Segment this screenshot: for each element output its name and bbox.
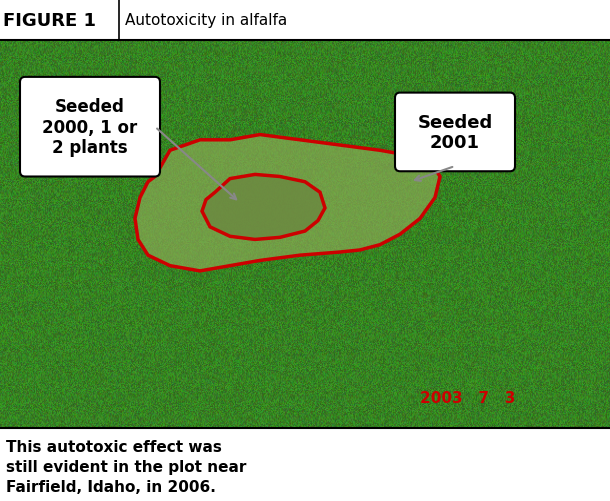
Polygon shape (202, 175, 325, 240)
FancyBboxPatch shape (395, 93, 515, 172)
Text: This autotoxic effect was
still evident in the plot near
Fairfield, Idaho, in 20: This autotoxic effect was still evident … (6, 439, 246, 494)
Text: 2003   7   3: 2003 7 3 (420, 390, 515, 405)
Polygon shape (135, 135, 440, 272)
Text: Seeded
2000, 1 or
2 plants: Seeded 2000, 1 or 2 plants (42, 98, 138, 157)
FancyBboxPatch shape (0, 428, 293, 501)
Text: Seeded
2001: Seeded 2001 (417, 113, 493, 152)
FancyBboxPatch shape (0, 0, 610, 41)
FancyBboxPatch shape (20, 78, 160, 177)
Text: FIGURE 1: FIGURE 1 (3, 12, 96, 30)
Text: Autotoxicity in alfalfa: Autotoxicity in alfalfa (125, 13, 287, 28)
